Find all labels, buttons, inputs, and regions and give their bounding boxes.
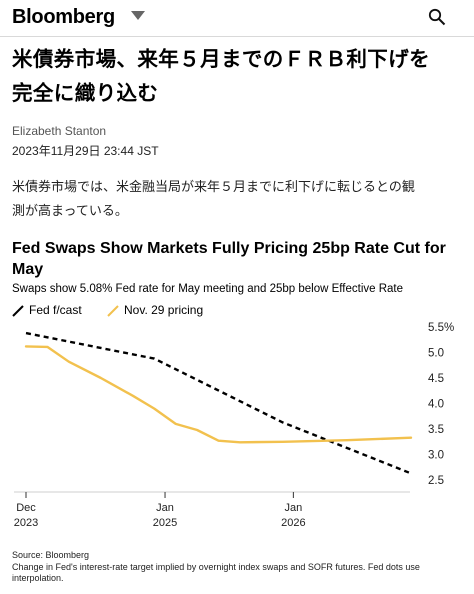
x-tick-label-year: 2023 — [14, 517, 38, 529]
headline-line-1: 米債券市場、来年５月までのＦＲＢ利下げを — [12, 47, 430, 71]
y-tick-label: 3.5 — [428, 424, 444, 436]
x-tick-label-year: 2026 — [281, 517, 305, 529]
article-body: 米債券市場では、米金融当局が来年５月までに利下げに転じるとの観 測が高まっている… — [12, 176, 464, 224]
series-line-fed-forecast — [25, 331, 412, 475]
chart-source: Source: Bloomberg — [12, 550, 90, 560]
x-tick-label-month: Jan — [156, 502, 174, 514]
body-line-1: 米債券市場では、米金融当局が来年５月までに利下げに転じるとの観 — [12, 180, 415, 195]
search-icon[interactable] — [428, 8, 446, 26]
y-tick-label: 4.5 — [428, 373, 444, 385]
y-tick-label: 3.0 — [428, 450, 444, 462]
y-tick-label: 5.5% — [428, 322, 454, 334]
legend-swatch-fed-forecast — [12, 305, 24, 317]
x-tick-label-year: 2025 — [153, 517, 177, 529]
publish-date: 2023年11月29日 23:44 JST — [12, 144, 159, 158]
header-divider — [0, 36, 474, 37]
chart-subtitle: Swaps show 5.08% Fed rate for May meetin… — [12, 283, 404, 295]
y-tick-label: 2.5 — [428, 475, 444, 487]
chart-note: Change in Fed's interest-rate target imp… — [12, 562, 420, 583]
y-tick-label: 4.0 — [428, 399, 444, 411]
author-name[interactable]: Elizabeth Stanton — [12, 124, 107, 138]
chart-title: Fed Swaps Show Markets Fully Pricing 25b… — [12, 240, 446, 278]
x-tick-label-month: Jan — [284, 502, 302, 514]
article-headline: 米債券市場、来年５月までのＦＲＢ利下げを 完全に織り込む — [12, 42, 464, 110]
brand-logo[interactable]: Bloomberg — [12, 6, 115, 28]
top-bar: Bloomberg — [0, 0, 474, 36]
caret-down-icon[interactable] — [131, 11, 145, 21]
x-tick-label-month: Dec — [16, 502, 36, 514]
legend-label-nov-pricing: Nov. 29 pricing — [124, 303, 204, 317]
legend-swatch-nov-pricing — [107, 305, 119, 317]
body-line-2: 測が高まっている。 — [12, 204, 128, 219]
headline-line-2: 完全に織り込む — [12, 81, 159, 105]
series-line-nov-pricing — [24, 345, 413, 444]
rate-chart: 5.5% 5.0 4.5 4.0 3.5 3.0 2.5 Dec 2023 Jan 2025 Jan 2… — [14, 322, 454, 529]
y-tick-label: 5.0 — [428, 348, 444, 360]
legend-label-fed-forecast: Fed f/cast — [29, 303, 82, 317]
